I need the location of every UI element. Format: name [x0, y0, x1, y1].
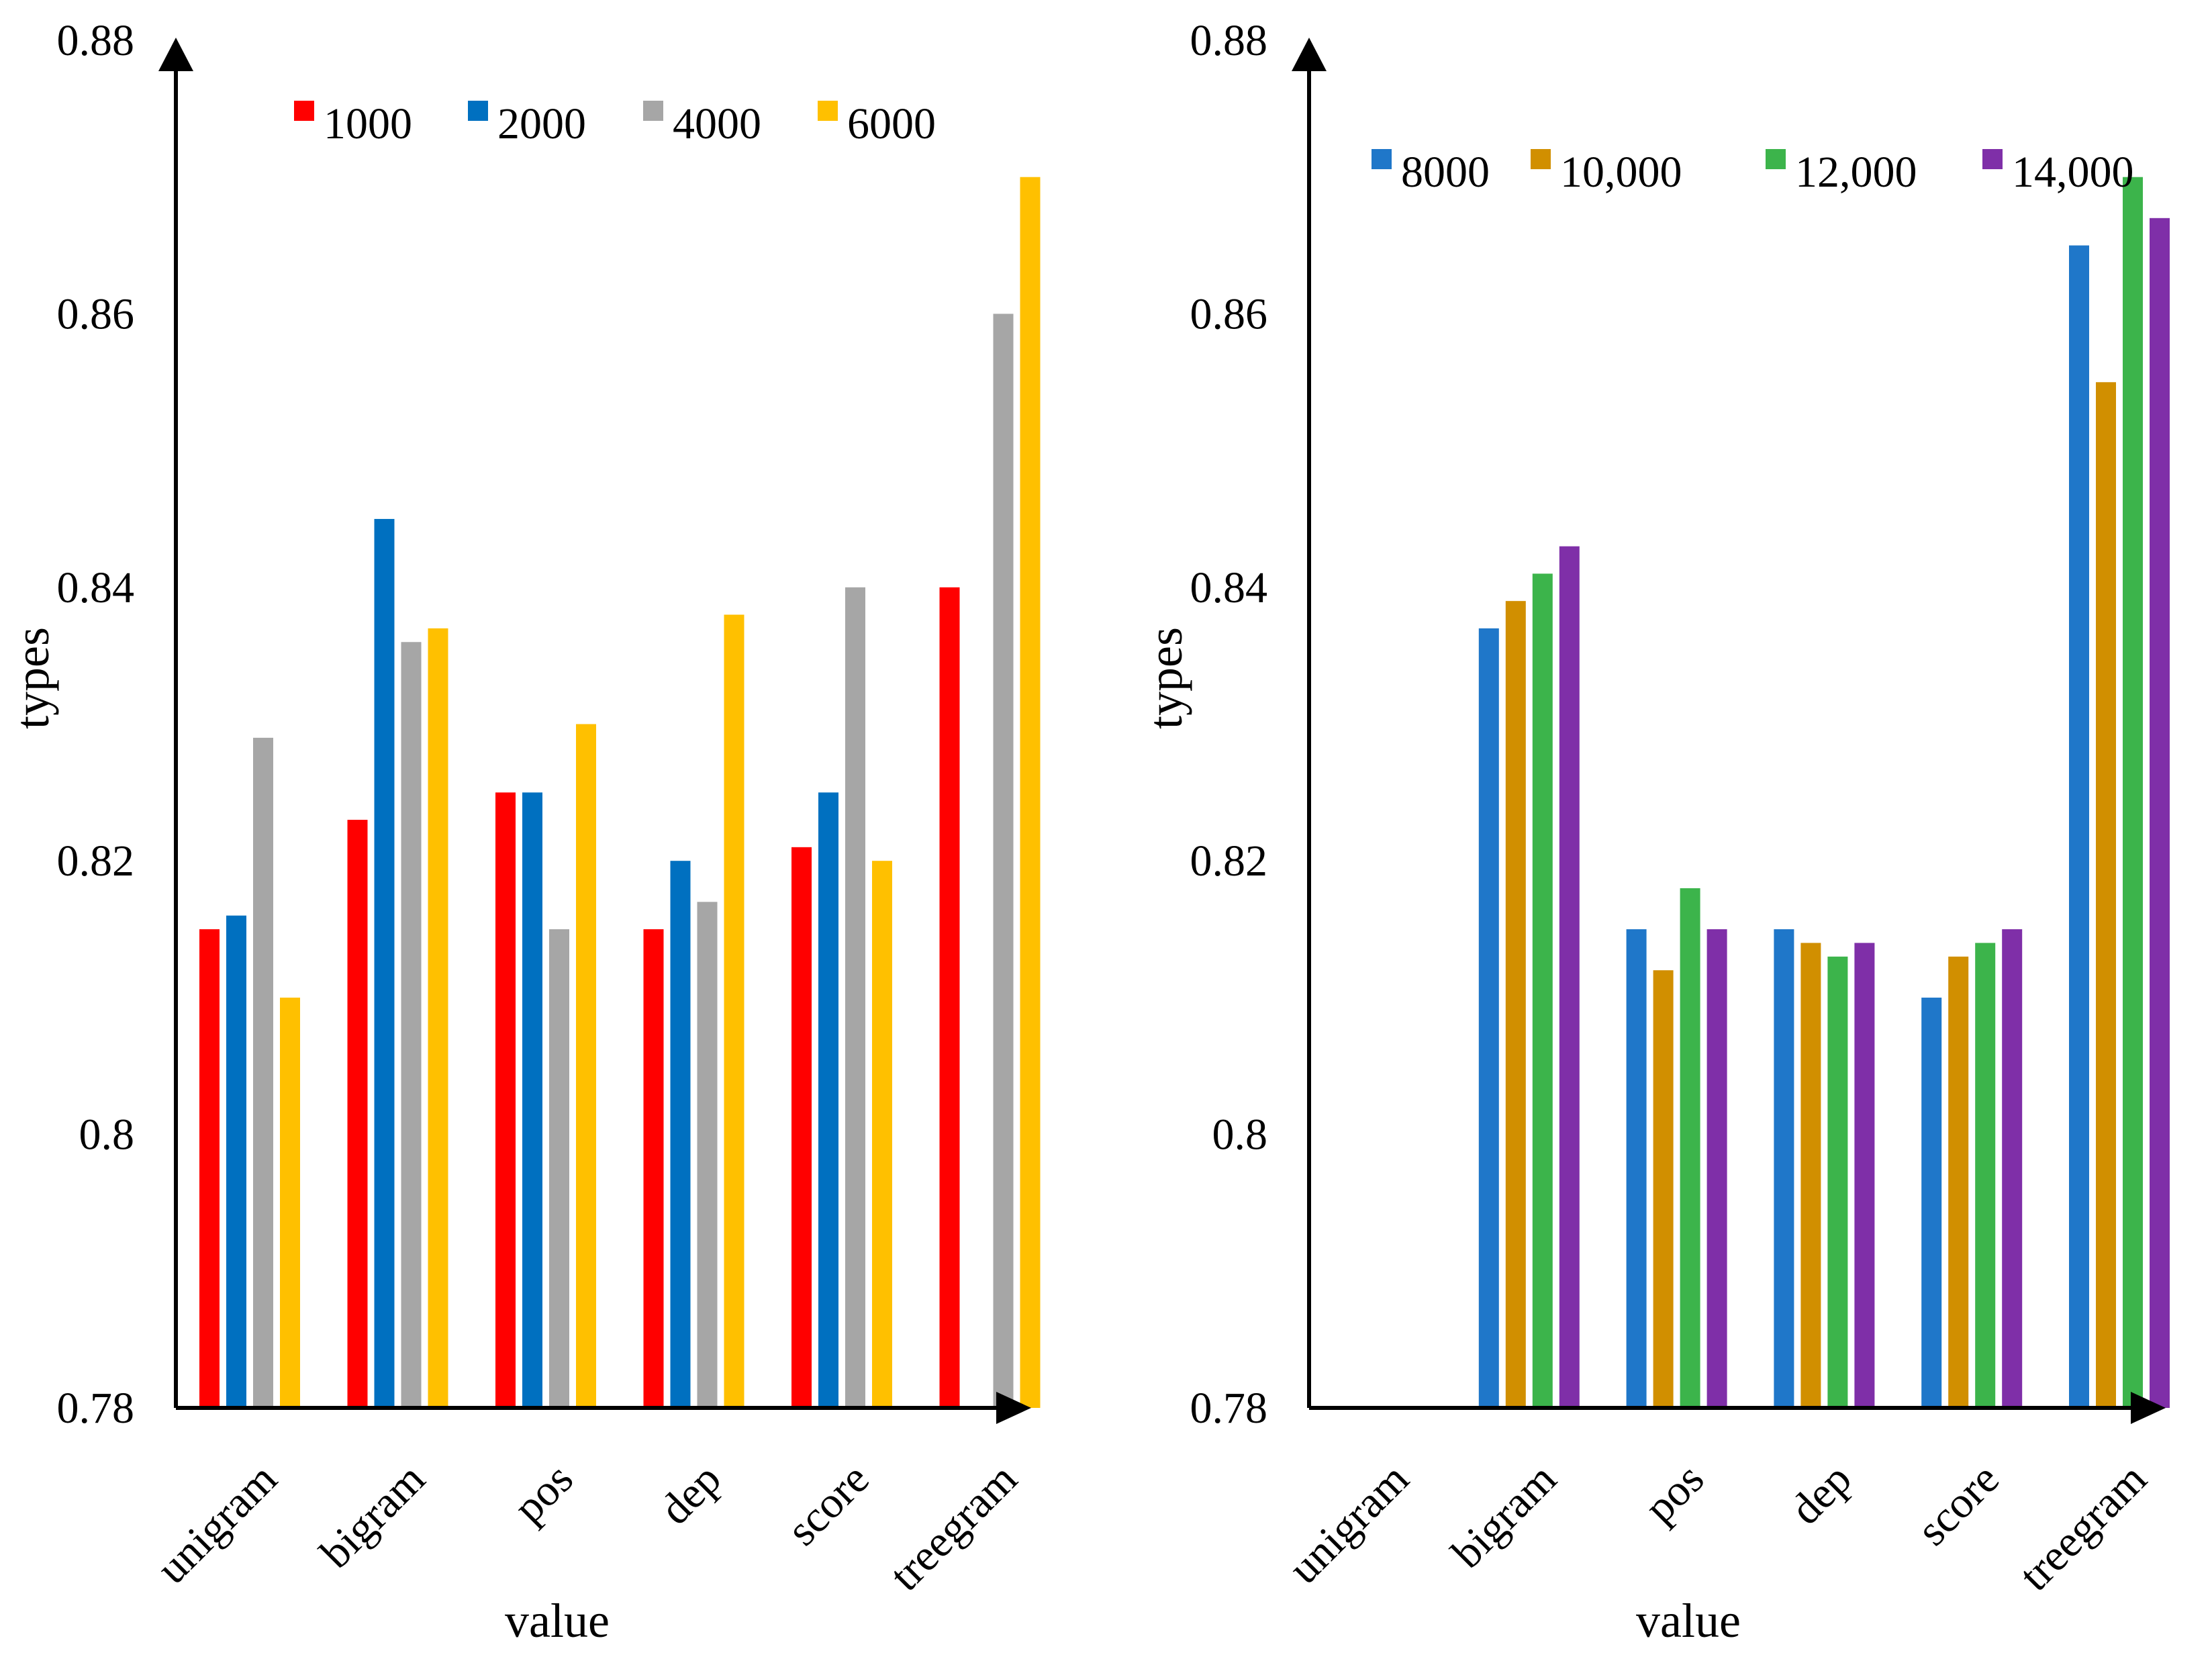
bar: [576, 724, 596, 1408]
x-tick-label: pos: [504, 1454, 582, 1532]
bar: [280, 997, 300, 1408]
bar: [2150, 218, 2170, 1408]
bar: [1478, 628, 1499, 1409]
bar: [1653, 970, 1674, 1408]
legend-label: 14,000: [2012, 148, 2134, 197]
bar: [1626, 929, 1647, 1408]
bar: [1800, 943, 1821, 1408]
bar: [1827, 956, 1848, 1408]
bar: [253, 737, 273, 1408]
y-tick-label: 0.78: [57, 1384, 135, 1433]
y-tick-label: 0.84: [1190, 563, 1268, 612]
x-tick-label: dep: [1781, 1454, 1861, 1534]
legend-label: 4000: [673, 99, 761, 148]
y-tick-label: 0.88: [1190, 16, 1268, 65]
x-tick-label: unigram: [147, 1454, 286, 1593]
bar: [1774, 929, 1794, 1408]
legend-swatch: [1766, 149, 1786, 169]
bar: [845, 587, 865, 1408]
bar: [643, 929, 664, 1408]
bar: [1680, 888, 1700, 1408]
legend-label: 10,000: [1560, 148, 1682, 197]
legend-label: 2000: [497, 99, 586, 148]
y-tick-label: 0.82: [1190, 837, 1268, 886]
legend-swatch: [1372, 149, 1392, 169]
x-tick-label: dep: [651, 1454, 730, 1534]
x-tick-label: pos: [1635, 1454, 1713, 1532]
bar: [939, 587, 960, 1408]
bar: [1948, 956, 1969, 1408]
x-tick-label: treegram: [2010, 1454, 2156, 1600]
x-tick-label: score: [778, 1454, 879, 1555]
bar: [226, 915, 246, 1408]
y-tick-label: 0.8: [1212, 1110, 1268, 1159]
legend-swatch: [818, 101, 838, 121]
x-axis-title: value: [505, 1594, 610, 1648]
bar: [2002, 929, 2023, 1408]
x-tick-label: score: [1908, 1454, 2009, 1555]
legend-swatch: [468, 101, 488, 121]
x-axis-title: value: [1636, 1594, 1741, 1648]
y-tick-label: 0.78: [1190, 1384, 1268, 1433]
legend-label: 12,000: [1795, 148, 1917, 197]
x-tick-label: bigram: [1443, 1454, 1566, 1578]
bar: [2069, 245, 2089, 1408]
y-axis-title: types: [1139, 627, 1192, 729]
y-axis-arrow: [158, 38, 193, 71]
bar: [2123, 177, 2143, 1409]
chart-panel-1: 0.78 0.8 0.82 0.84 0.86 0.88 unigram bigram pos d…: [5, 16, 1041, 1648]
legend-swatch: [643, 101, 663, 121]
x-tick-label: treegram: [881, 1454, 1026, 1600]
y-tick-label: 0.84: [57, 563, 135, 612]
y-tick-label: 0.86: [57, 289, 135, 338]
bar: [791, 847, 812, 1408]
bar: [1921, 997, 1942, 1408]
bar: [1975, 943, 1996, 1408]
bar: [1559, 546, 1580, 1409]
bar: [428, 628, 448, 1409]
x-tick-label: unigram: [1279, 1454, 1418, 1593]
x-tick-label: bigram: [311, 1454, 434, 1578]
bar: [401, 642, 422, 1408]
bar: [1532, 573, 1553, 1409]
y-tick-label: 0.82: [57, 837, 135, 886]
bar: [872, 861, 892, 1408]
bar: [522, 792, 542, 1408]
bar: [1706, 929, 1727, 1408]
bar: [1505, 601, 1526, 1409]
bar: [549, 929, 569, 1408]
x-axis-arrow: [996, 1392, 1031, 1424]
bar: [347, 820, 368, 1408]
bar: [697, 902, 718, 1408]
bar: [818, 792, 838, 1408]
legend-label: 8000: [1401, 148, 1490, 197]
chart-panel-2: 0.78 0.8 0.82 0.84 0.86 0.88 unigram bigram pos d…: [1139, 16, 2170, 1648]
legend-swatch: [1982, 149, 2003, 169]
bar: [993, 314, 1014, 1408]
bar: [1020, 177, 1041, 1409]
bar: [495, 792, 516, 1408]
y-tick-label: 0.86: [1190, 289, 1268, 338]
x-axis-arrow: [2131, 1392, 2166, 1424]
legend-label: 6000: [847, 99, 936, 148]
y-axis-arrow: [1292, 38, 1327, 71]
legend-swatch: [1531, 149, 1551, 169]
y-tick-label: 0.88: [57, 16, 135, 65]
bar: [374, 518, 395, 1409]
bar: [1854, 943, 1875, 1408]
legend-label: 1000: [324, 99, 412, 148]
bar: [2096, 382, 2116, 1408]
bar: [199, 929, 220, 1408]
bar: [724, 614, 744, 1408]
y-tick-label: 0.8: [79, 1110, 135, 1159]
bar: [670, 861, 691, 1408]
legend-swatch: [294, 101, 314, 121]
y-axis-title: types: [5, 627, 59, 729]
